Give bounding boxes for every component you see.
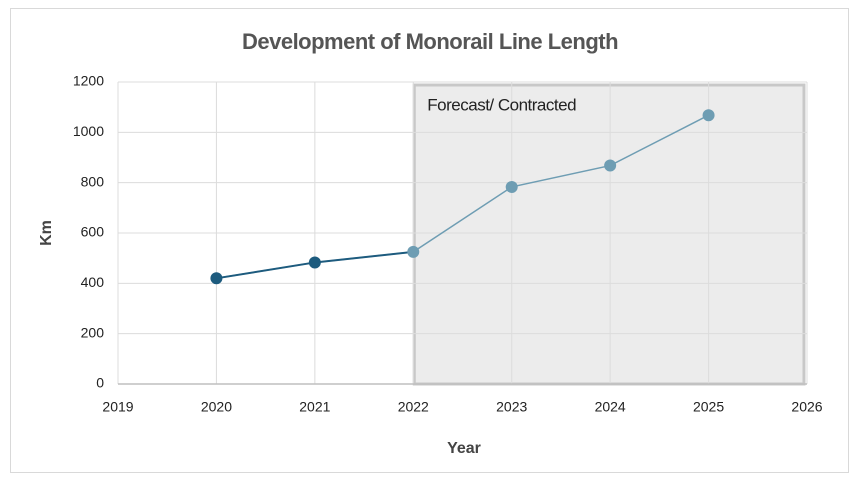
x-tick-label: 2023 (496, 399, 527, 415)
x-tick-label: 2021 (299, 399, 330, 415)
point (210, 272, 223, 285)
x-tick-label: 2022 (398, 399, 429, 415)
forecast-label: Forecast/ Contracted (427, 95, 576, 114)
point (308, 256, 321, 269)
y-tick-label: 400 (81, 274, 105, 290)
line-segment (314, 250, 414, 264)
forecast-region (412, 83, 806, 386)
point (407, 245, 420, 258)
chart-title: Development of Monorail Line Length (242, 29, 618, 54)
y-tick-label: 1200 (73, 73, 104, 89)
x-tick-label: 2019 (102, 399, 133, 415)
y-axis-label: Km (38, 220, 55, 246)
x-tick-label: 2025 (693, 399, 724, 415)
line-segment (216, 261, 316, 280)
y-tick-label: 1000 (73, 123, 104, 139)
y-tick-label: 200 (81, 324, 105, 340)
y-tick-label: 800 (81, 173, 105, 189)
point (604, 159, 617, 172)
x-axis-label: Year (447, 440, 481, 457)
point (702, 109, 715, 122)
x-tick-label: 2026 (791, 399, 822, 415)
point (505, 180, 518, 193)
x-tick-label: 2020 (201, 399, 232, 415)
y-tick-label: 600 (81, 224, 105, 240)
x-tick-label: 2024 (595, 399, 626, 415)
y-tick-label: 0 (96, 375, 104, 391)
